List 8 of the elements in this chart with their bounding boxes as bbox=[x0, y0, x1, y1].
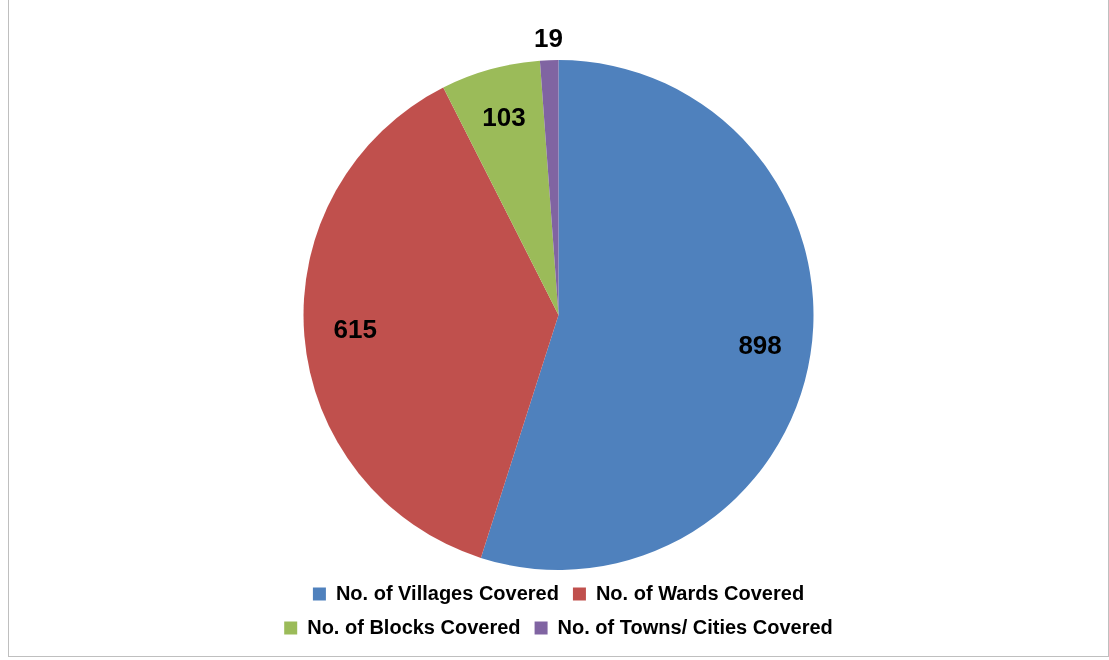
legend-label: No. of Blocks Covered bbox=[307, 615, 521, 638]
data-label: 19 bbox=[534, 23, 563, 54]
data-label: 615 bbox=[333, 314, 377, 345]
data-label: 103 bbox=[482, 101, 526, 132]
legend-label: No. of Villages Covered bbox=[335, 581, 559, 604]
data-label: 898 bbox=[738, 329, 782, 360]
legend-label: No. of Towns/ Cities Covered bbox=[557, 615, 833, 638]
legend-label: No. of Wards Covered bbox=[595, 581, 805, 604]
